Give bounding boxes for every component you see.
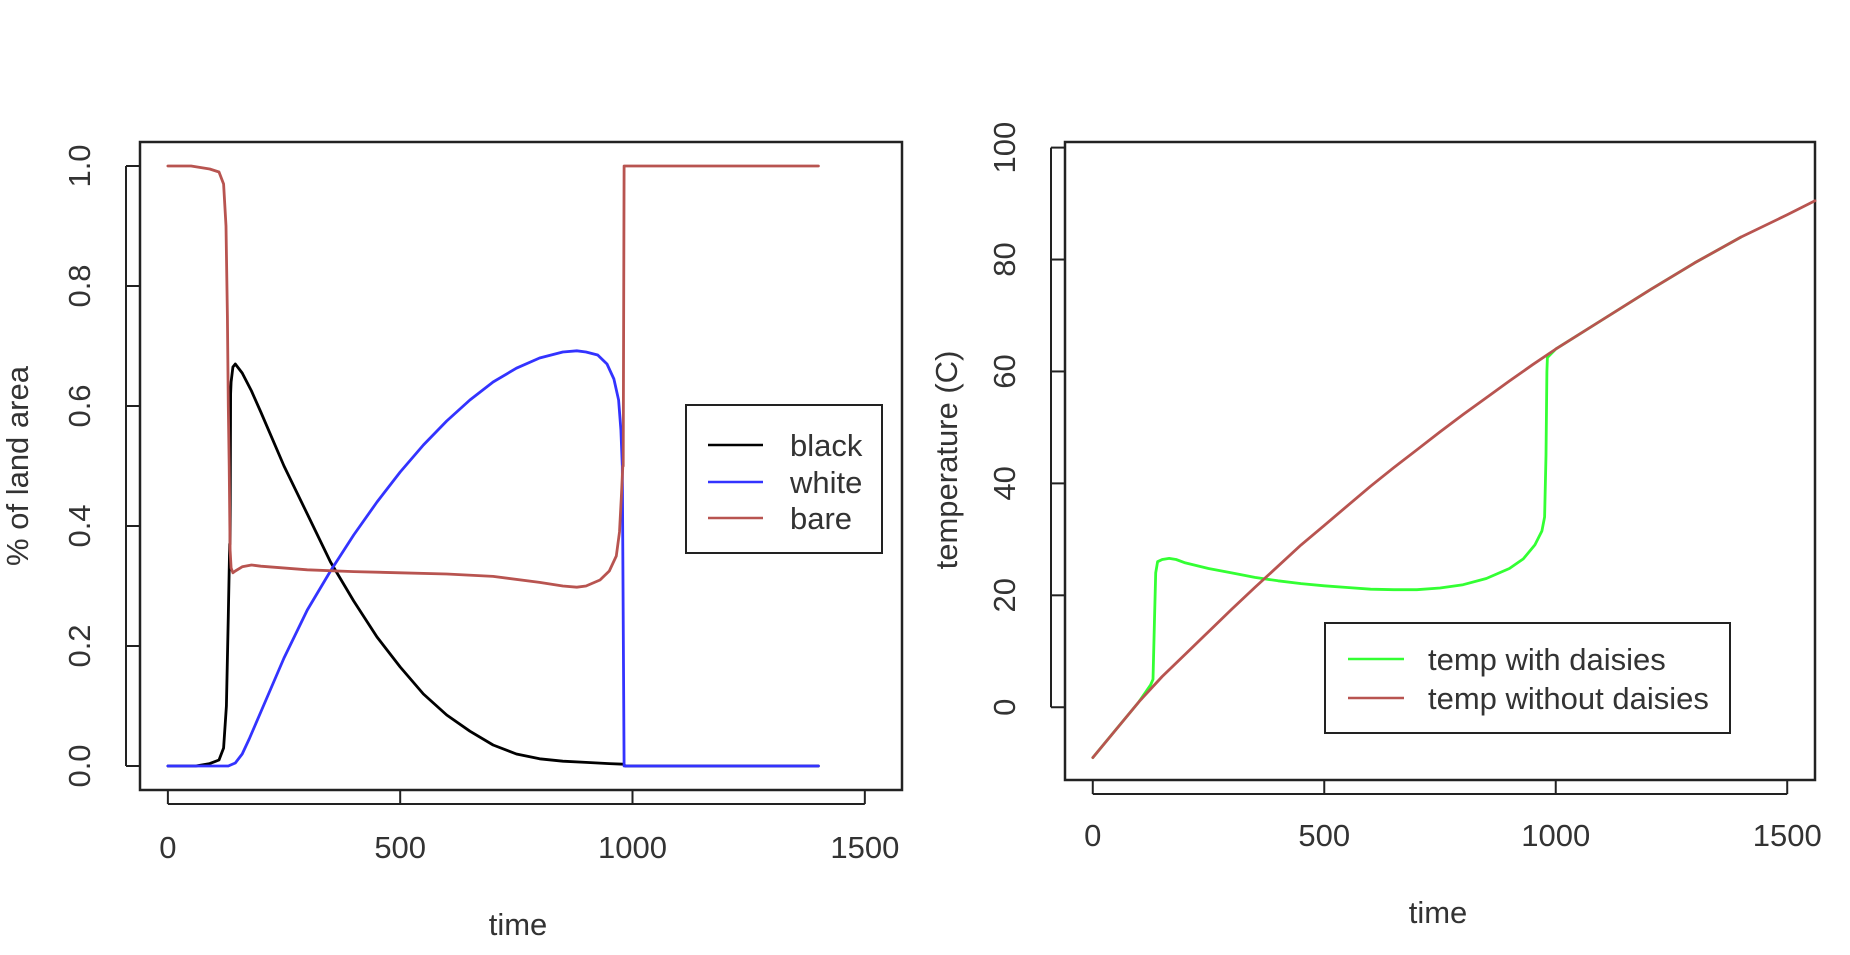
x-tick-label: 1000 (598, 830, 667, 865)
y-axis-title: % of land area (0, 365, 35, 566)
y-tick-label: 0.0 (62, 744, 97, 787)
y-tick-label: 0.6 (62, 384, 97, 427)
x-tick-label: 1500 (1753, 818, 1822, 853)
plot-frame (138, 140, 904, 792)
legend: temp with daisies temp without daisies (1324, 622, 1731, 734)
y-tick-label: 20 (987, 578, 1022, 612)
series-line-bare (166, 164, 820, 589)
x-tick-label: 500 (1298, 818, 1350, 853)
legend: black white bare (685, 404, 883, 554)
y-tick-label: 1.0 (62, 144, 97, 187)
y-tick-label: 40 (987, 466, 1022, 500)
y-tick-label: 0.2 (62, 624, 97, 667)
y-axis: 0.0 0.2 0.4 0.6 0.8 1.0 (62, 144, 140, 788)
x-tick-label: 0 (1084, 818, 1101, 853)
legend-label-black: black (790, 428, 863, 463)
y-tick-label: 0.4 (62, 504, 97, 547)
x-axis: 0 500 1000 1500 (159, 790, 899, 865)
x-axis-title: time (1409, 895, 1468, 930)
x-tick-label: 1000 (1521, 818, 1590, 853)
y-axis-title: temperature (C) (929, 351, 964, 570)
land-area-chart: 0 500 1000 1500 0.0 0.2 0.4 0.6 0.8 1.0 time % o… (0, 140, 904, 942)
series-layer (1091, 199, 1817, 759)
series-line-white (166, 349, 820, 768)
y-tick-label: 80 (987, 242, 1022, 276)
x-tick-label: 0 (159, 830, 176, 865)
y-axis: 0 20 40 60 80 100 (987, 122, 1065, 716)
y-tick-label: 0.8 (62, 264, 97, 307)
x-axis: 0 500 1000 1500 (1084, 780, 1822, 853)
series-line-temp-with-daisies (1091, 235, 1743, 759)
temperature-chart: 0 500 1000 1500 0 20 40 60 80 100 time temperatu… (929, 122, 1822, 930)
x-tick-label: 500 (374, 830, 426, 865)
x-tick-label: 1500 (830, 830, 899, 865)
x-axis-title: time (489, 907, 548, 942)
legend-label-with-daisies: temp with daisies (1428, 642, 1666, 677)
y-tick-label: 60 (987, 354, 1022, 388)
legend-label-white: white (789, 465, 862, 500)
legend-box (1324, 622, 1731, 734)
y-tick-label: 0 (987, 699, 1022, 716)
plot-frame (1063, 140, 1817, 782)
legend-box (685, 404, 883, 554)
legend-label-bare: bare (790, 501, 852, 536)
series-layer (166, 164, 820, 768)
series-line-temp-without-daisies (1091, 199, 1817, 759)
legend-label-without-daisies: temp without daisies (1428, 681, 1709, 716)
series-line-black (166, 362, 820, 768)
y-tick-label: 100 (987, 122, 1022, 174)
